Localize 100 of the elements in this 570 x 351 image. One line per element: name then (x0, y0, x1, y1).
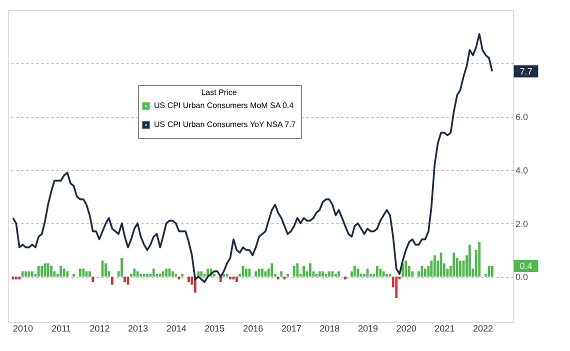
bar (14, 276, 18, 280)
bar (302, 266, 305, 277)
bar (158, 274, 162, 277)
x-tick-label: 2012 (90, 324, 110, 334)
x-tick-label: 2011 (52, 324, 72, 334)
x-tick-label: 2014 (166, 324, 186, 334)
bar (308, 263, 312, 277)
x-tick-label: 2020 (396, 324, 416, 334)
bar (136, 271, 139, 277)
bar (31, 271, 34, 277)
bar (197, 271, 200, 277)
x-tick-label: 2015 (204, 324, 225, 334)
x-tick-label: 2016 (243, 324, 264, 334)
x-tick-label: 2019 (358, 324, 378, 334)
y-tick-label: 4.0 (516, 166, 528, 176)
x-tick-label: 2013 (128, 324, 148, 334)
bar (104, 263, 107, 277)
bar (28, 271, 30, 277)
bar (12, 276, 14, 280)
bar (258, 268, 260, 277)
bar (78, 268, 82, 277)
bar (232, 276, 235, 280)
bar (468, 244, 471, 277)
bar (283, 276, 286, 280)
bar (331, 271, 334, 277)
bar (322, 271, 324, 277)
bar (18, 276, 21, 280)
bar (60, 266, 62, 277)
bar (424, 268, 426, 277)
text: 7.7 (520, 66, 532, 76)
bar (236, 276, 238, 282)
legend-label: US CPI Urban Consumers MoM SA 0.4 (154, 101, 294, 110)
bar (152, 268, 155, 277)
bar (24, 271, 28, 277)
y-tick-label: 0.0 (516, 272, 528, 282)
bar (328, 271, 330, 277)
bar (261, 268, 264, 277)
bar (270, 263, 274, 277)
legend-label: US CPI Urban Consumers YoY NSA 7.7 (154, 120, 296, 129)
bar (37, 266, 40, 277)
bar (353, 266, 356, 277)
bar (292, 266, 296, 277)
legend-title: Last Price (201, 88, 238, 97)
bar (344, 276, 346, 280)
y-tick-label: 2.0 (516, 218, 528, 229)
bar (188, 276, 190, 282)
bar (296, 263, 299, 277)
bar (248, 268, 251, 277)
bar (395, 276, 398, 298)
bar (120, 258, 124, 277)
bar (142, 274, 146, 277)
bar (404, 260, 408, 277)
bar (226, 274, 228, 277)
bar (88, 271, 91, 277)
bar (376, 266, 378, 277)
text: 0.4 (520, 261, 532, 271)
bar (178, 276, 180, 280)
x-tick-label: 2022 (472, 324, 494, 334)
bar (276, 276, 280, 280)
bar (459, 260, 462, 277)
bar (162, 271, 164, 277)
bar (40, 266, 44, 277)
bar (379, 268, 382, 277)
bar (181, 274, 184, 277)
bar (62, 268, 66, 277)
bar (338, 271, 340, 277)
bar (200, 271, 203, 277)
bar (478, 242, 481, 277)
x-tick-label: 2010 (13, 324, 34, 334)
bar (72, 274, 75, 277)
bar (318, 271, 321, 277)
bar (286, 274, 289, 277)
bar (356, 268, 360, 277)
bar (140, 274, 142, 277)
bar (490, 266, 494, 277)
bar (44, 263, 46, 277)
x-tick-label: 2021 (434, 324, 455, 334)
x-tick-label: 2018 (320, 324, 340, 334)
bar (165, 268, 168, 277)
bar (229, 276, 232, 280)
bar (172, 271, 174, 277)
bar (50, 266, 53, 277)
bar (334, 274, 337, 277)
bar (133, 268, 136, 277)
bar (174, 274, 178, 277)
bar (66, 271, 69, 277)
bar (452, 252, 456, 277)
bar (110, 276, 114, 285)
bar (386, 274, 388, 277)
bar (433, 255, 436, 277)
bar (146, 274, 148, 277)
bar (420, 266, 424, 277)
bar (92, 276, 94, 282)
bar (124, 276, 126, 282)
bar (315, 274, 318, 277)
bar (82, 268, 85, 277)
x-tick-label: 2017 (281, 324, 302, 334)
bar (244, 268, 248, 277)
y-tick-label: 6.0 (516, 112, 528, 122)
line-series (12, 33, 494, 283)
